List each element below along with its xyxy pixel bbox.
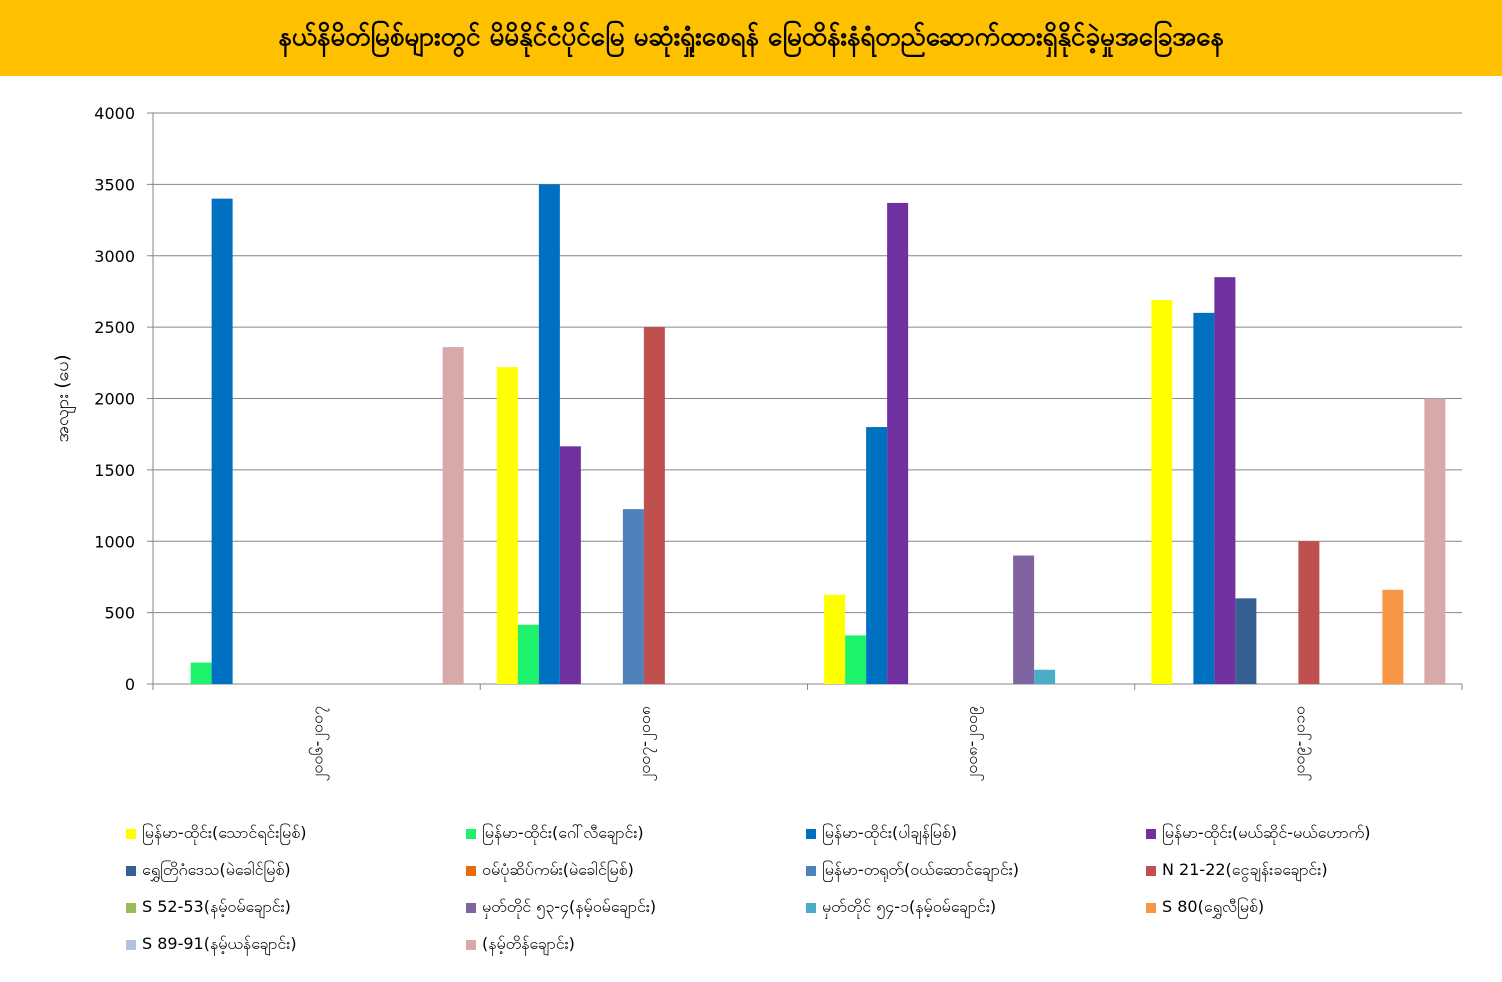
bar-chart: 0 500 1000 1500 2000 2500 3000 3500 4000 အလျား (ပ… — [52, 104, 1463, 782]
legend-item: ရွှေတြိဂံဒေသ(မဲခေါင်မြစ်) — [126, 859, 291, 883]
y-axis-label: အလျား (ပေ) — [52, 354, 76, 442]
bar — [538, 184, 560, 684]
legend-item: (နမ့်တိန်ချောင်း) — [466, 933, 575, 957]
legend-item: မြန်မာ-ထိုင်း(ပါချန်မြစ်) — [806, 822, 957, 846]
x-tick-label: ၂၀၀၆-၂၀၀၇ — [308, 706, 330, 782]
bar — [1193, 312, 1215, 684]
legend-label: S 80(ရွှေလီမြစ်) — [1162, 897, 1265, 916]
bar — [190, 662, 212, 684]
legend-item: မှတ်တိုင် ၅၃-၄(နမ့်ဝမ်ချောင်း) — [466, 896, 656, 920]
y-tick-label: 3000 — [94, 247, 135, 266]
legend-label: မြန်မာ-တရုတ်(ဝယ်ဆောင်ချောင်း) — [822, 860, 1020, 879]
legend-swatch — [1146, 829, 1156, 839]
legend-swatch — [126, 866, 136, 876]
bar — [1235, 598, 1257, 684]
legend-swatch — [466, 866, 476, 876]
bar — [442, 347, 464, 684]
chart-legend: မြန်မာ-ထိုင်း(သောင်ရင်းမြစ်) မြန်မာ-ထိုင်… — [126, 822, 1486, 972]
bar — [559, 446, 581, 684]
bar — [866, 427, 888, 684]
x-tick-label: ၂၀၀၉-၂၀၁၀ — [1289, 706, 1311, 782]
y-tick-label: 0 — [125, 675, 135, 694]
legend-swatch — [126, 940, 136, 950]
legend-item: မြန်မာ-ထိုင်း(သောင်ရင်းမြစ်) — [126, 822, 306, 846]
legend-label: မြန်မာ-ထိုင်း(သောင်ရင်းမြစ်) — [142, 823, 307, 842]
legend-swatch — [466, 940, 476, 950]
legend-swatch — [126, 903, 136, 913]
x-tick-label: ၂၀၀၈-၂၀၀၉ — [962, 706, 984, 782]
legend-item: မှတ်တိုင် ၅၄-၁(နမ့်ဝမ်ချောင်း) — [806, 896, 996, 920]
legend-swatch — [806, 903, 816, 913]
legend-label: S 89-91(နမ့်ယန်ချောင်း) — [142, 934, 297, 953]
y-tick-label: 3500 — [94, 175, 135, 194]
bar — [622, 509, 644, 684]
bar — [211, 198, 233, 684]
legend-label: မှတ်တိုင် ၅၃-၄(နမ့်ဝမ်ချောင်း) — [482, 897, 657, 916]
legend-label: မှတ်တိုင် ၅၄-၁(နမ့်ဝမ်ချောင်း) — [822, 897, 997, 916]
bar — [1034, 669, 1056, 684]
chart-title: နယ်နိမိတ်မြစ်များတွင် မိမိနိုင်ငံပိုင်မြ… — [278, 21, 1224, 52]
legend-label: (နမ့်တိန်ချောင်း) — [482, 934, 575, 953]
legend-label: မြန်မာ-ထိုင်း(ပါချန်မြစ်) — [822, 823, 958, 842]
bar — [517, 624, 539, 684]
bar — [643, 327, 665, 684]
legend-swatch — [466, 903, 476, 913]
legend-label: ရွှေတြိဂံဒေသ(မဲခေါင်မြစ်) — [142, 860, 291, 879]
y-tick-label: 1000 — [94, 532, 135, 551]
bar — [1382, 589, 1404, 684]
y-tick-label: 2000 — [94, 390, 135, 409]
legend-swatch — [1146, 903, 1156, 913]
bar — [1151, 300, 1173, 684]
legend-item: မြန်မာ-ထိုင်း(မယ်ဆိုင်-မယ်ဟောက်) — [1146, 822, 1371, 846]
legend-label: မြန်မာ-ထိုင်း(မယ်ဆိုင်-မယ်ဟောက်) — [1162, 823, 1371, 842]
bar — [1013, 555, 1035, 684]
legend-label: S 52-53(နမ့်ဝမ်ချောင်း) — [142, 897, 291, 916]
legend-swatch — [806, 866, 816, 876]
legend-item: S 80(ရွှေလီမြစ်) — [1146, 896, 1264, 920]
y-tick-label: 500 — [104, 604, 135, 623]
legend-label: ဝမ်ပုံဆိပ်ကမ်း(မဲခေါင်မြစ်) — [482, 860, 634, 879]
bar — [1214, 277, 1236, 684]
legend-swatch — [126, 829, 136, 839]
bar — [887, 202, 909, 684]
legend-label: N 21-22(ငွေချန်းခချောင်း) — [1162, 860, 1328, 879]
y-tick-label: 1500 — [94, 461, 135, 480]
legend-item: N 21-22(ငွေချန်းခချောင်း) — [1146, 859, 1328, 883]
y-tick-label: 2500 — [94, 318, 135, 337]
legend-item: မြန်မာ-ထိုင်း(ဂေါ်လီချောင်း) — [466, 822, 644, 846]
legend-swatch — [466, 829, 476, 839]
x-tick-label: ၂၀၀၇-၂၀၀၈ — [635, 706, 657, 782]
legend-swatch — [806, 829, 816, 839]
bar — [496, 367, 518, 684]
legend-item: S 89-91(နမ့်ယန်ချောင်း) — [126, 933, 297, 957]
legend-item: ဝမ်ပုံဆိပ်ကမ်း(မဲခေါင်မြစ်) — [466, 859, 634, 883]
y-tick-label: 4000 — [94, 104, 135, 123]
chart-title-bar: နယ်နိမိတ်မြစ်များတွင် မိမိနိုင်ငံပိုင်မြ… — [0, 0, 1502, 76]
bar — [1424, 398, 1446, 684]
legend-swatch — [1146, 866, 1156, 876]
bar — [824, 594, 846, 684]
legend-item: S 52-53(နမ့်ဝမ်ချောင်း) — [126, 896, 291, 920]
legend-label: မြန်မာ-ထိုင်း(ဂေါ်လီချောင်း) — [482, 823, 644, 842]
bar — [1298, 541, 1320, 684]
bar — [845, 635, 867, 684]
legend-item: မြန်မာ-တရုတ်(ဝယ်ဆောင်ချောင်း) — [806, 859, 1019, 883]
